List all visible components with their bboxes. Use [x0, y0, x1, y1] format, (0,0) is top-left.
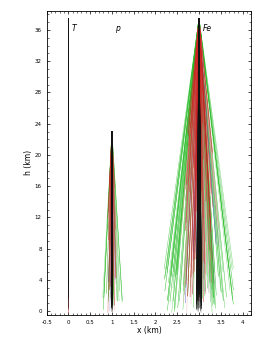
- Text: p: p: [116, 24, 120, 33]
- X-axis label: x (km): x (km): [136, 326, 161, 335]
- Text: T: T: [72, 24, 76, 33]
- Y-axis label: h (km): h (km): [24, 150, 33, 175]
- Text: Fe: Fe: [203, 24, 212, 33]
